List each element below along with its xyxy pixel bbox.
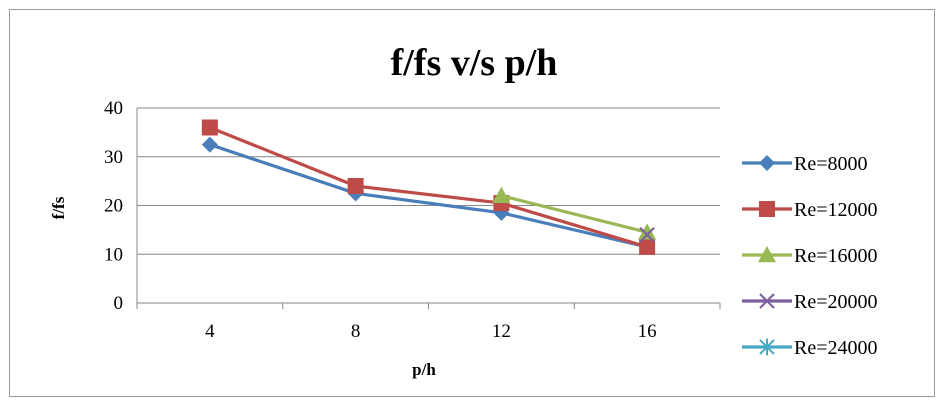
- data-point-marker: [639, 238, 656, 255]
- legend-entry: Re=16000: [742, 245, 878, 267]
- y-tick-labels: 0 10 20 30 40: [104, 98, 123, 314]
- legend: Re=8000 Re=12000 Re=16000 Re=20000 Re=24000: [742, 153, 878, 359]
- legend-entry: Re=8000: [742, 153, 868, 175]
- series-line: [209, 143, 648, 249]
- series-layer: [201, 119, 657, 255]
- data-point-marker: [347, 178, 364, 194]
- y-tick-label: 10: [104, 244, 123, 265]
- series-line: [500, 194, 648, 234]
- legend-entry: Re=20000: [742, 291, 878, 313]
- data-point-marker: [759, 155, 775, 171]
- x-tick-label: 16: [638, 321, 657, 342]
- y-tick-label: 30: [104, 147, 123, 168]
- series-1: [201, 119, 656, 255]
- legend-entry: Re=24000: [742, 337, 878, 359]
- data-point-marker: [639, 226, 655, 243]
- legend-label: Re=16000: [794, 245, 878, 267]
- x-axis-label: p/h: [412, 360, 436, 379]
- legend-label: Re=12000: [794, 199, 878, 221]
- data-point-marker: [759, 201, 775, 217]
- legend-label: Re=24000: [794, 337, 878, 359]
- series-2: [492, 186, 657, 240]
- data-point-marker: [758, 246, 776, 263]
- grid-lines: [137, 107, 720, 255]
- chart-title: f/fs v/s p/h: [391, 42, 558, 84]
- legend-entry: Re=12000: [742, 199, 878, 221]
- data-point-marker: [759, 338, 775, 356]
- x-tick-label: 4: [205, 321, 215, 342]
- legend-label: Re=8000: [794, 153, 868, 175]
- axes: [136, 108, 721, 309]
- y-tick-label: 0: [114, 293, 124, 314]
- series-line: [209, 126, 648, 249]
- x-tick-label: 12: [492, 321, 511, 342]
- legend-label: Re=20000: [794, 291, 878, 313]
- y-tick-label: 40: [104, 98, 123, 119]
- series-3: [639, 226, 655, 243]
- data-point-marker: [492, 186, 511, 203]
- x-tick-label: 8: [351, 321, 361, 342]
- x-tick-labels: 4 8 12 16: [205, 321, 657, 342]
- data-point-marker: [638, 223, 657, 240]
- y-axis-label: f/fs: [49, 196, 68, 219]
- data-point-marker: [759, 293, 775, 309]
- y-tick-label: 20: [104, 196, 123, 217]
- data-point-marker: [201, 119, 218, 136]
- chart-frame: [9, 9, 935, 397]
- data-point-marker: [201, 136, 218, 153]
